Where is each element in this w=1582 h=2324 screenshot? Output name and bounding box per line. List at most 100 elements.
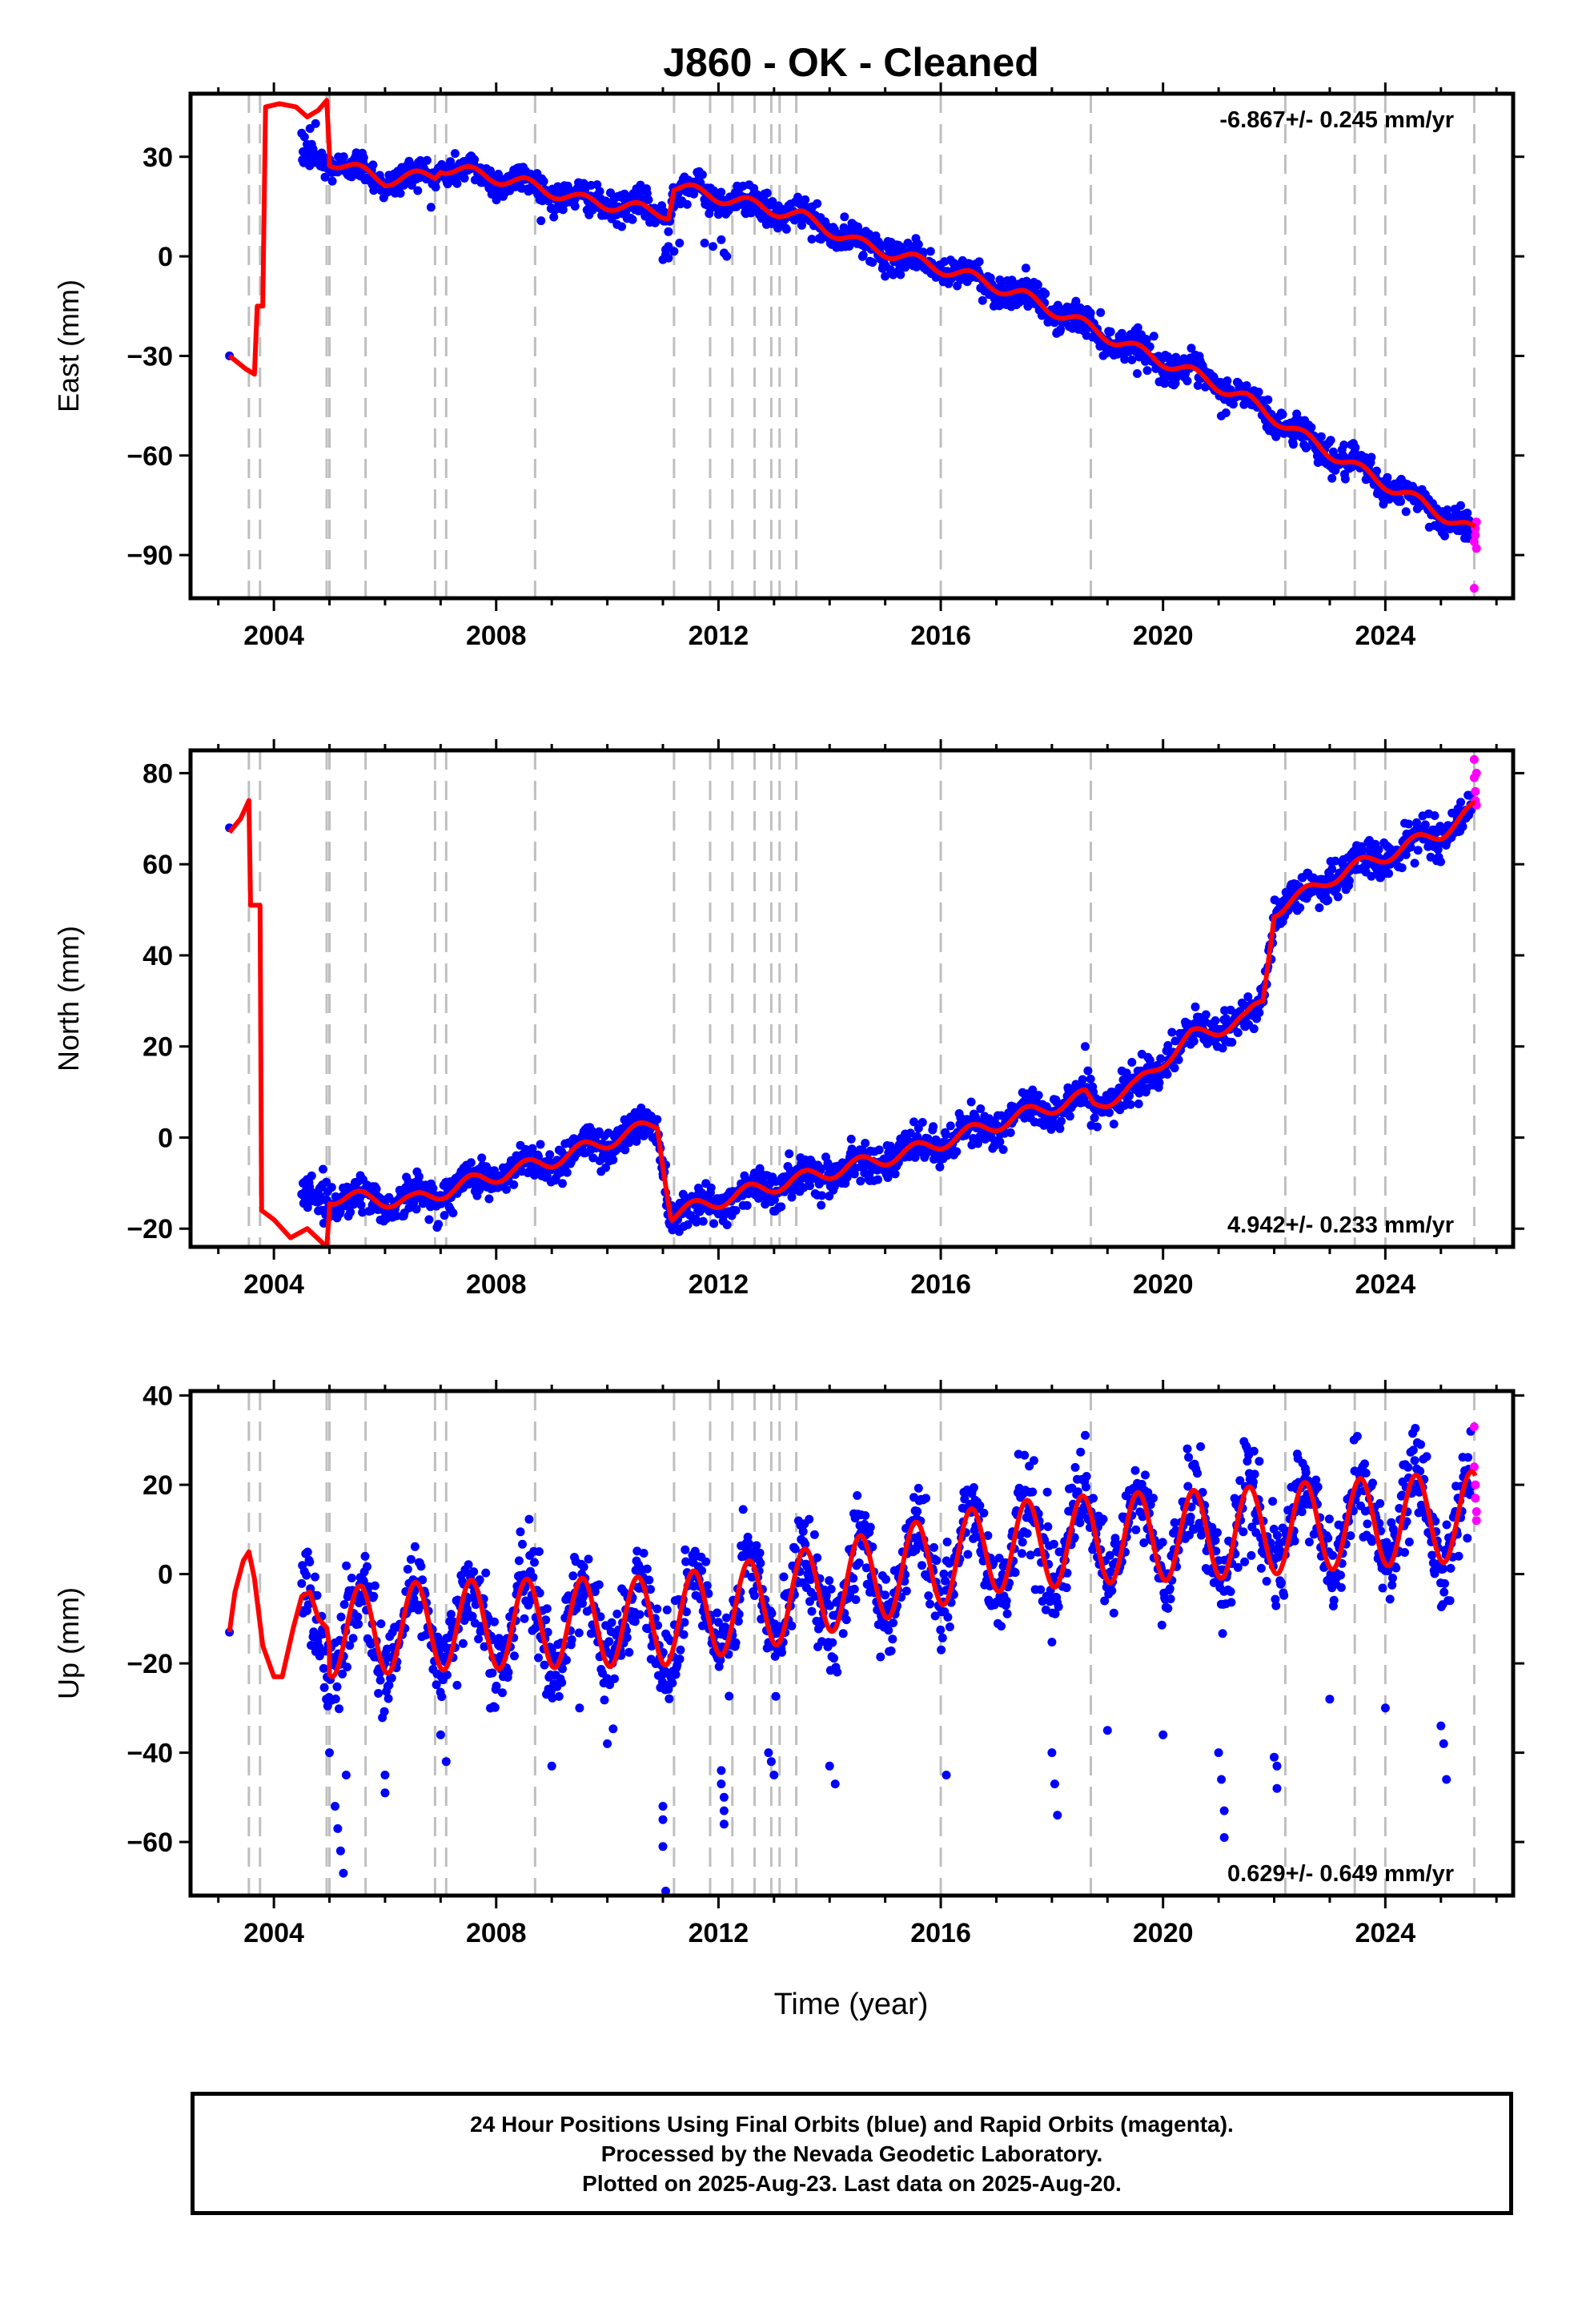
final-orbit-point (542, 1604, 552, 1614)
final-orbit-point (1028, 1487, 1038, 1497)
final-orbit-point (924, 1591, 934, 1601)
final-orbit-point (320, 172, 330, 182)
final-orbit-point (1010, 1568, 1020, 1578)
final-orbit-point (681, 1545, 690, 1554)
final-orbit-point (596, 1612, 605, 1622)
final-orbit-point (680, 1618, 689, 1627)
final-orbit-point (1047, 1638, 1057, 1647)
final-orbit-point (713, 1608, 722, 1618)
final-orbit-point (1089, 1494, 1098, 1503)
final-orbit-point (731, 1206, 741, 1215)
rate-label-north: 4.942+/- 0.233 mm/yr (1227, 1212, 1454, 1238)
final-orbit-point (910, 1152, 920, 1162)
final-orbit-point (943, 1612, 953, 1622)
final-orbit-point (997, 281, 1006, 291)
final-orbit-point (661, 250, 670, 259)
final-orbit-point (374, 1689, 383, 1698)
final-orbit-point (549, 212, 559, 222)
final-orbit-point (416, 1562, 426, 1571)
final-orbit-point (539, 177, 548, 186)
final-orbit-point (1122, 1068, 1131, 1078)
final-orbit-point (371, 1184, 381, 1193)
final-orbit-point (1162, 1070, 1172, 1079)
final-orbit-point (676, 1645, 685, 1655)
final-orbit-point (1133, 323, 1142, 332)
final-orbit-point (1083, 1066, 1093, 1076)
final-orbit-point (302, 1570, 311, 1580)
final-orbit-point (881, 271, 890, 281)
final-orbit-point (833, 1667, 842, 1677)
final-orbit-point (1065, 1112, 1074, 1121)
final-orbit-point (865, 1522, 875, 1532)
final-orbit-point (431, 183, 440, 192)
final-orbit-point (1456, 798, 1465, 807)
rate-label-east: -6.867+/- 0.245 mm/yr (1219, 107, 1454, 133)
final-orbit-point (1093, 1122, 1102, 1132)
final-orbit-point (807, 1606, 817, 1616)
final-orbit-point (396, 188, 405, 198)
final-orbit-point (721, 1613, 731, 1622)
final-orbit-point (881, 1574, 890, 1584)
final-orbit-point (509, 1180, 519, 1189)
final-orbit-point (604, 1637, 614, 1647)
final-orbit-point (851, 1595, 861, 1604)
final-orbit-point (514, 1556, 524, 1566)
final-orbit-point (588, 1153, 598, 1163)
final-orbit-point (1125, 1091, 1134, 1100)
final-orbit-point (881, 1590, 890, 1600)
final-orbit-point (475, 1575, 484, 1585)
final-orbit-point (769, 1195, 779, 1204)
final-orbit-point (635, 1610, 644, 1619)
final-orbit-point (1174, 1055, 1183, 1064)
final-orbit-point (498, 1688, 507, 1698)
final-orbit-point (387, 1673, 396, 1683)
final-orbit-point (460, 174, 469, 183)
final-orbit-point (692, 1217, 701, 1227)
final-orbit-point (683, 1220, 693, 1229)
final-orbit-point (1331, 856, 1340, 866)
final-orbit-point (929, 1122, 938, 1132)
final-orbit-point (1070, 1462, 1080, 1472)
final-orbit-point (368, 160, 378, 170)
final-orbit-point (973, 1139, 982, 1148)
final-orbit-point (1295, 903, 1305, 912)
final-orbit-point (1328, 447, 1338, 456)
final-orbit-point (1201, 1010, 1211, 1019)
final-orbit-point (1223, 376, 1232, 385)
final-orbit-point (942, 1538, 952, 1546)
final-orbit-point (785, 1149, 794, 1159)
y-axis-label-north: North (mm) (52, 926, 85, 1072)
final-orbit-point (704, 1589, 713, 1598)
final-orbit-point (422, 155, 432, 165)
final-orbit-point (375, 1675, 385, 1685)
final-orbit-point (657, 1677, 667, 1687)
final-orbit-point (484, 1194, 494, 1204)
final-orbit-point (331, 1695, 340, 1703)
final-orbit-point (1002, 1596, 1011, 1606)
final-orbit-point (1081, 1482, 1090, 1492)
final-orbit-point (338, 1669, 347, 1679)
final-orbit-point (706, 1183, 716, 1192)
final-orbit-point (809, 1530, 819, 1539)
final-orbit-point (1397, 863, 1407, 873)
final-orbit-point (534, 1653, 543, 1663)
final-orbit-point (413, 186, 423, 195)
final-orbit-point (825, 1576, 834, 1586)
final-orbit-point (921, 1494, 930, 1503)
final-orbit-point (370, 1581, 379, 1590)
final-orbit-point (909, 1117, 918, 1127)
final-orbit-point (607, 1618, 616, 1627)
final-orbit-point (1383, 472, 1392, 482)
final-orbit-point (874, 1145, 884, 1155)
final-orbit-point (952, 1147, 962, 1156)
final-orbit-points-north (225, 790, 1476, 1236)
final-orbit-point (606, 188, 615, 198)
final-orbit-point (932, 1556, 942, 1566)
final-orbit-point (1327, 473, 1337, 483)
final-orbit-point (644, 195, 653, 204)
final-orbit-point (930, 1542, 938, 1552)
final-orbit-point (1327, 864, 1337, 874)
rapid-orbit-point (1469, 754, 1479, 764)
final-orbit-point (1413, 846, 1423, 855)
